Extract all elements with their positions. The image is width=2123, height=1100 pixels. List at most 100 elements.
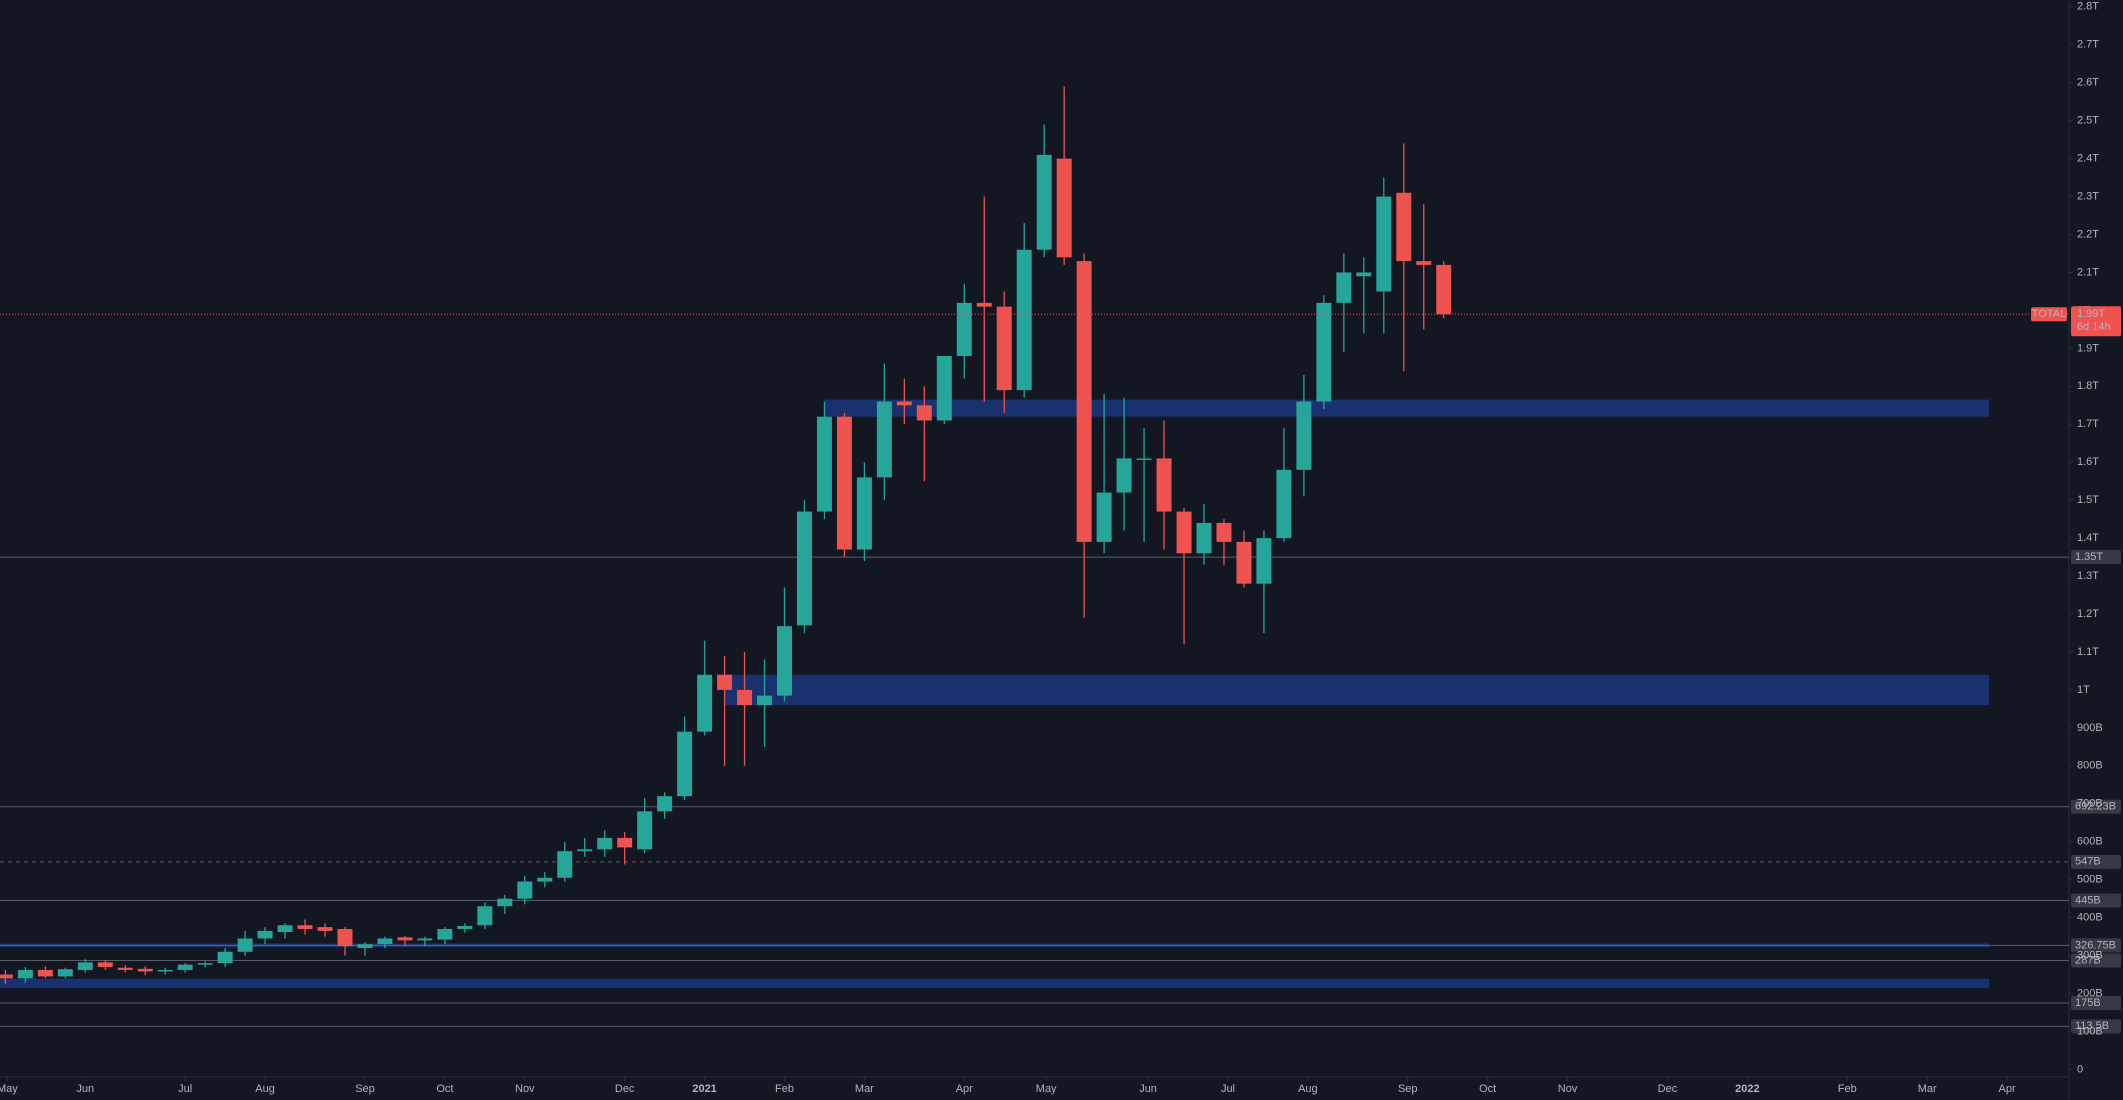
y-tick-label: 700B [2077,798,2103,810]
symbol-box [2031,307,2067,322]
candle-body [1316,302,1332,402]
x-tick-label: Sep [355,1083,375,1095]
candle-body [297,925,313,929]
x-tick-label: Aug [255,1083,275,1095]
candle-body [0,974,13,979]
y-tick-label: 1.5T [2077,494,2099,506]
candle-body [936,355,952,421]
level-label-box [2071,1019,2121,1034]
candle-body [637,811,653,850]
y-tick-label: 1.2T [2077,608,2099,620]
candle-body [257,930,273,939]
candle-body [417,938,433,941]
candle-body [816,416,832,512]
x-tick-label: Feb [1838,1083,1857,1095]
candle-body [457,925,473,929]
countdown-label: 6d 14h [2077,321,2111,333]
level-label: 445B [2075,894,2101,906]
candle-body [796,511,812,626]
x-tick-label: Mar [855,1083,874,1095]
candle-body [1136,458,1152,460]
candle-body [397,937,413,941]
candle-body [97,962,113,967]
zone [0,978,1990,989]
candle-body [337,928,353,947]
level-label-box [2071,953,2121,968]
candle-body [1256,538,1272,584]
candle-body [557,851,573,878]
y-tick-label: 2.3T [2077,190,2099,202]
y-tick-label: 2.8T [2077,1,2099,13]
candle-body [377,938,393,945]
candle-body [317,927,333,931]
candle-body [477,906,493,926]
x-tick-label: Jul [178,1083,192,1095]
candle-body [237,938,253,952]
y-tick-label: 2.5T [2077,115,2099,127]
x-tick-label: Nov [515,1083,535,1095]
candle-body [836,416,852,550]
level-label: 326.75B [2075,939,2116,951]
candle-body [896,401,912,406]
x-tick-label: Feb [775,1083,794,1095]
x-tick-label: Oct [436,1083,453,1095]
level-label: 1.35T [2075,551,2103,563]
y-tick-label: 2.7T [2077,39,2099,51]
candle-body [597,837,613,850]
candle-body [916,405,932,421]
y-tick-label: 600B [2077,836,2103,848]
x-tick-label: Mar [1918,1083,1937,1095]
candles [0,86,1452,985]
y-tick-label: 2.6T [2077,77,2099,89]
candle-body [437,928,453,940]
x-tick-label: Jul [1221,1083,1235,1095]
x-tick-label: Dec [615,1083,635,1095]
y-tick-label: 500B [2077,874,2103,886]
x-tick-label: Aug [1298,1083,1318,1095]
candle-body [1176,511,1192,554]
candle-body [1156,458,1172,512]
zone [724,674,1990,706]
candle-body [1396,192,1412,262]
level-label-box [2071,995,2121,1010]
candle-body [1336,272,1352,303]
y-tick-label: 1T [2077,684,2090,696]
x-tick-label: Jun [1139,1083,1157,1095]
level-label-box [2071,799,2121,814]
candle-body [1416,261,1432,265]
candle-body [577,849,593,852]
candle-body [357,944,373,948]
candle-body [537,877,553,882]
x-tick-label: Oct [1479,1083,1496,1095]
candle-body [1016,249,1032,391]
candle-body [1296,401,1312,470]
levels: 1.35T 692.23B 547B 445B 326.75B 287B 175B 113.5… [0,550,2121,1034]
y-tick-label: 300B [2077,949,2103,961]
x-tick-label: Jun [76,1083,94,1095]
candle-body [117,967,133,970]
candle-body [177,964,193,970]
candle-body [1356,272,1372,277]
y-tick-label: 2.1T [2077,266,2099,278]
y-tick-label: 200B [2077,987,2103,999]
y-tick-label: 1.6T [2077,456,2099,468]
candle-body [876,401,892,478]
x-tick-label: May [1036,1083,1057,1095]
y-tick-label: 1.3T [2077,570,2099,582]
candle-body [1376,196,1392,292]
x-tick-label: Dec [1658,1083,1678,1095]
candle-body [217,951,233,964]
y-tick-label: 1.4T [2077,532,2099,544]
candle-body [757,695,773,706]
candle-body [697,674,713,732]
candle-body [657,796,673,812]
x-tick-label: Apr [956,1083,973,1095]
candle-body [617,837,633,848]
x-tick-label: Sep [1398,1083,1418,1095]
y-tick-label: 1.8T [2077,380,2099,392]
candle-body [1216,522,1232,542]
candle-body [1056,158,1072,258]
